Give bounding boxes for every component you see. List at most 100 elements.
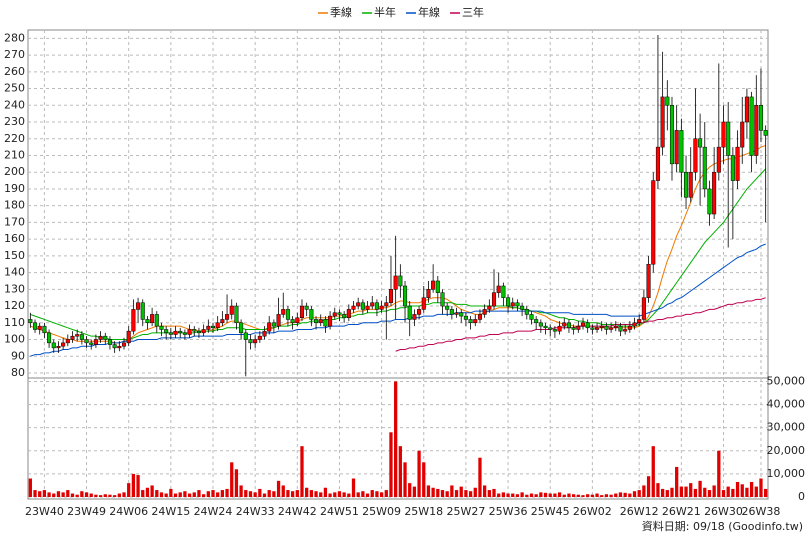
candle-body [435, 280, 440, 293]
volume-bar [323, 487, 328, 497]
candle-body [314, 319, 319, 324]
volume-bar [33, 490, 37, 497]
candle-body [529, 314, 534, 320]
candle-body [28, 319, 33, 324]
volume-tick-label: 10,000 [767, 467, 806, 480]
candle-body [402, 285, 408, 307]
volume-bar [192, 492, 196, 497]
volume-bar [230, 462, 234, 497]
volume-bar [150, 485, 154, 497]
volume-tick-label: 30,000 [767, 421, 806, 434]
x-tick-label: 25W36 [489, 505, 528, 518]
candle-body [196, 330, 201, 334]
candle-body [388, 289, 394, 303]
x-tick-label: 24W06 [109, 505, 148, 518]
candle-body [557, 325, 562, 332]
ma-line [30, 144, 766, 344]
volume-bar [319, 492, 323, 497]
candle-body [431, 280, 436, 290]
volume-bar [468, 491, 473, 497]
candle-body [201, 329, 206, 334]
candle-body [735, 146, 740, 181]
volume-bar [155, 490, 159, 497]
candle-body [370, 302, 375, 307]
volume-bar [689, 483, 693, 497]
candle-body [744, 96, 749, 123]
volume-bar [220, 490, 225, 497]
candle-body [665, 96, 670, 106]
y-tick-label: 120 [4, 299, 25, 312]
candle-body [365, 305, 370, 310]
candle-body [501, 285, 506, 298]
volume-bar [281, 485, 285, 497]
volume-bar [403, 462, 407, 497]
candle-body [496, 285, 501, 293]
candle-body [590, 327, 595, 330]
volume-bar [370, 490, 374, 497]
volume-bar [351, 478, 356, 497]
volume-bar [253, 492, 257, 497]
volume-bar [258, 488, 262, 497]
candle-body [239, 322, 244, 334]
volume-bar [609, 494, 613, 497]
candle-body [674, 130, 679, 165]
candle-body [150, 314, 155, 324]
volume-bar [520, 492, 524, 497]
volume-bar [103, 494, 107, 497]
volume-bar [595, 493, 599, 497]
volume-bar [328, 493, 332, 497]
candle-body [721, 121, 726, 148]
candle-body [290, 319, 295, 324]
footer: 資料日期: 09/18 (Goodinfo.tw) [642, 519, 803, 533]
candle-body [75, 334, 80, 337]
volume-bar [726, 486, 730, 497]
ma-line [395, 297, 766, 352]
volume-bar [113, 495, 117, 497]
volume-bar [431, 487, 435, 497]
volume-bar [675, 466, 679, 497]
volume-bar [581, 495, 585, 497]
candle-body [243, 332, 248, 340]
volume-bar [562, 494, 566, 497]
volume-bar [501, 492, 506, 497]
candle-body [351, 305, 356, 310]
x-tick-label: 23W40 [25, 505, 64, 518]
candle-body [576, 325, 581, 330]
candle-body [566, 322, 571, 329]
volume-bar [300, 446, 304, 497]
volume-bar [309, 490, 313, 497]
volume-bar [511, 493, 515, 497]
candle-body [637, 319, 642, 324]
volume-bar [539, 492, 543, 497]
candle-body [47, 332, 52, 344]
volume-bar [483, 485, 487, 497]
volume-bar [553, 493, 557, 497]
legend-label: 季線 [330, 5, 352, 19]
volume-bar [94, 494, 98, 497]
volume-bar [98, 495, 103, 497]
volume-bar [459, 486, 463, 497]
volume-bar [127, 483, 131, 497]
volume-bar [108, 494, 112, 497]
volume-bar [590, 494, 595, 497]
volume-bar [56, 491, 61, 497]
candle-body [524, 309, 529, 315]
volume-bar [576, 494, 580, 497]
volume-bar [66, 490, 70, 497]
candle-body [693, 138, 698, 173]
y-tick-label: 200 [4, 165, 25, 178]
volume-bar [122, 492, 126, 497]
volume-bar [473, 487, 477, 497]
candle-body [627, 325, 632, 330]
volume-bar [295, 490, 299, 497]
y-tick-label: 130 [4, 282, 25, 295]
volume-bar [337, 491, 342, 497]
volume-bar [665, 490, 669, 497]
volume-bar [394, 381, 398, 497]
candle-body [473, 319, 478, 324]
candle-body [168, 332, 173, 335]
volume-bar [248, 491, 253, 497]
candle-body [707, 188, 712, 215]
y-tick-label: 280 [4, 31, 25, 44]
